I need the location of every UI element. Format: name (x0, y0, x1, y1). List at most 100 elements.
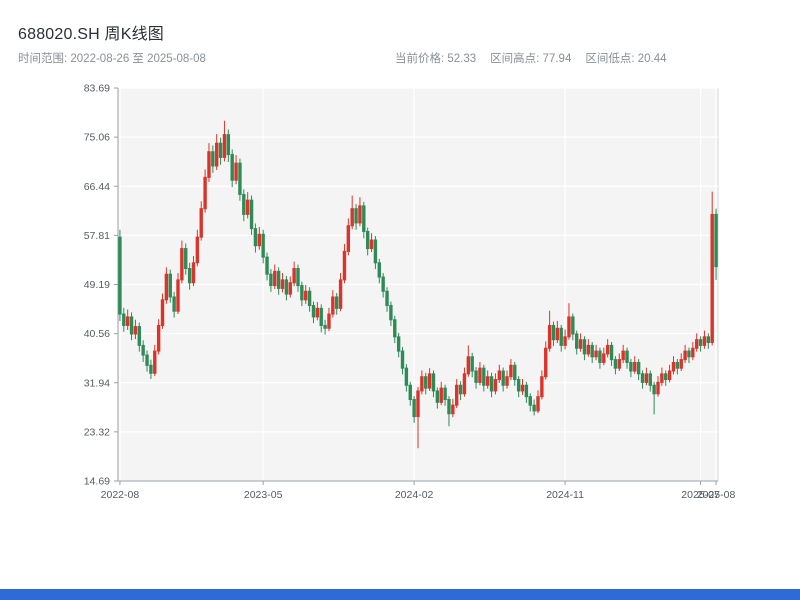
candle (373, 239, 378, 264)
y-axis-tick-label: 83.69 (84, 83, 110, 95)
candle (586, 344, 591, 355)
candle (536, 396, 540, 412)
candle (404, 367, 409, 386)
candle (458, 384, 463, 395)
candle (338, 279, 343, 309)
candle (133, 326, 138, 335)
candle (447, 398, 451, 415)
candle (393, 319, 397, 338)
candle (644, 373, 649, 383)
candle (513, 364, 517, 381)
candle (652, 384, 656, 395)
y-axis-tick-label: 57.81 (84, 230, 110, 242)
candle (400, 350, 405, 369)
candle (671, 361, 676, 372)
candle (300, 285, 304, 301)
candle (288, 282, 292, 295)
subtitle-row: 时间范围: 2022-08-26 至 2025-08-08 当前价格: 52.3… (18, 50, 782, 66)
candle (532, 404, 536, 412)
candle (466, 356, 471, 375)
candle (238, 162, 242, 195)
candle (261, 233, 265, 258)
candle (439, 387, 443, 403)
candle (335, 296, 339, 309)
candle (218, 142, 223, 158)
candle (265, 256, 269, 275)
page-title: 688020.SH 周K线图 (18, 26, 164, 43)
candle (501, 370, 505, 386)
y-axis-tick-label: 66.44 (84, 181, 110, 193)
candle (427, 373, 432, 389)
candle (420, 376, 424, 392)
candle (695, 339, 699, 349)
candle (346, 225, 351, 252)
candle (129, 316, 134, 335)
candlestick-chart-area: 14.69 23.32 31.94 40.56 49.19 57.81 66.44 75.06… (0, 70, 800, 520)
candle (571, 316, 575, 335)
candle (551, 324, 556, 341)
candle (211, 151, 215, 167)
candle (424, 376, 428, 389)
candle (365, 230, 370, 250)
candle (187, 267, 192, 284)
candle (710, 213, 714, 344)
candle (575, 333, 579, 349)
candle (667, 370, 672, 381)
candle (509, 364, 513, 378)
candle (555, 327, 560, 341)
candle (319, 307, 323, 326)
y-axis-tick-label: 49.19 (84, 279, 110, 291)
candle (617, 359, 621, 369)
candle (516, 379, 521, 392)
candle (168, 273, 172, 298)
candle (489, 376, 494, 392)
candle (226, 134, 231, 156)
candle (350, 208, 354, 227)
x-axis-tick-label: 2025-07 (681, 489, 720, 501)
candle (462, 373, 467, 395)
candle (451, 404, 455, 415)
candle (385, 290, 389, 307)
candle (141, 344, 145, 356)
candle (478, 367, 482, 383)
range-low-label: 区间低点: 20.44 (585, 53, 667, 65)
candle (493, 379, 498, 392)
candle (505, 376, 509, 386)
candle (621, 350, 625, 361)
candle (331, 296, 335, 315)
x-axis-tick-label: 2024-11 (546, 489, 584, 501)
candle (249, 199, 254, 230)
candle (156, 324, 161, 352)
candle (245, 199, 250, 215)
candle (412, 398, 416, 418)
candle (482, 367, 486, 386)
x-axis-tick-label: 2025-08 (697, 489, 736, 501)
candle (559, 327, 563, 346)
candle (125, 316, 130, 326)
candle (327, 313, 331, 329)
candle (691, 347, 695, 358)
candle (284, 279, 289, 295)
candle (609, 344, 614, 361)
candle (207, 151, 211, 178)
candle (416, 390, 420, 418)
range-high-label: 区间高点: 77.94 (490, 53, 572, 65)
candlestick-chart: 14.69 23.32 31.94 40.56 49.19 57.81 66.44 75.06… (84, 83, 736, 502)
candle (544, 347, 548, 378)
candle (714, 213, 718, 268)
candle (636, 361, 641, 375)
candle (342, 250, 347, 281)
candle (164, 273, 169, 301)
candle (598, 350, 602, 363)
candle (540, 376, 544, 398)
candle (640, 373, 645, 383)
candle (683, 350, 687, 361)
candle (435, 390, 440, 403)
candle (660, 373, 664, 383)
candle (578, 339, 583, 349)
candle (253, 228, 258, 247)
candle (497, 370, 501, 381)
y-axis-tick-label: 23.32 (84, 426, 110, 438)
candle (257, 233, 261, 247)
candle (172, 296, 176, 312)
